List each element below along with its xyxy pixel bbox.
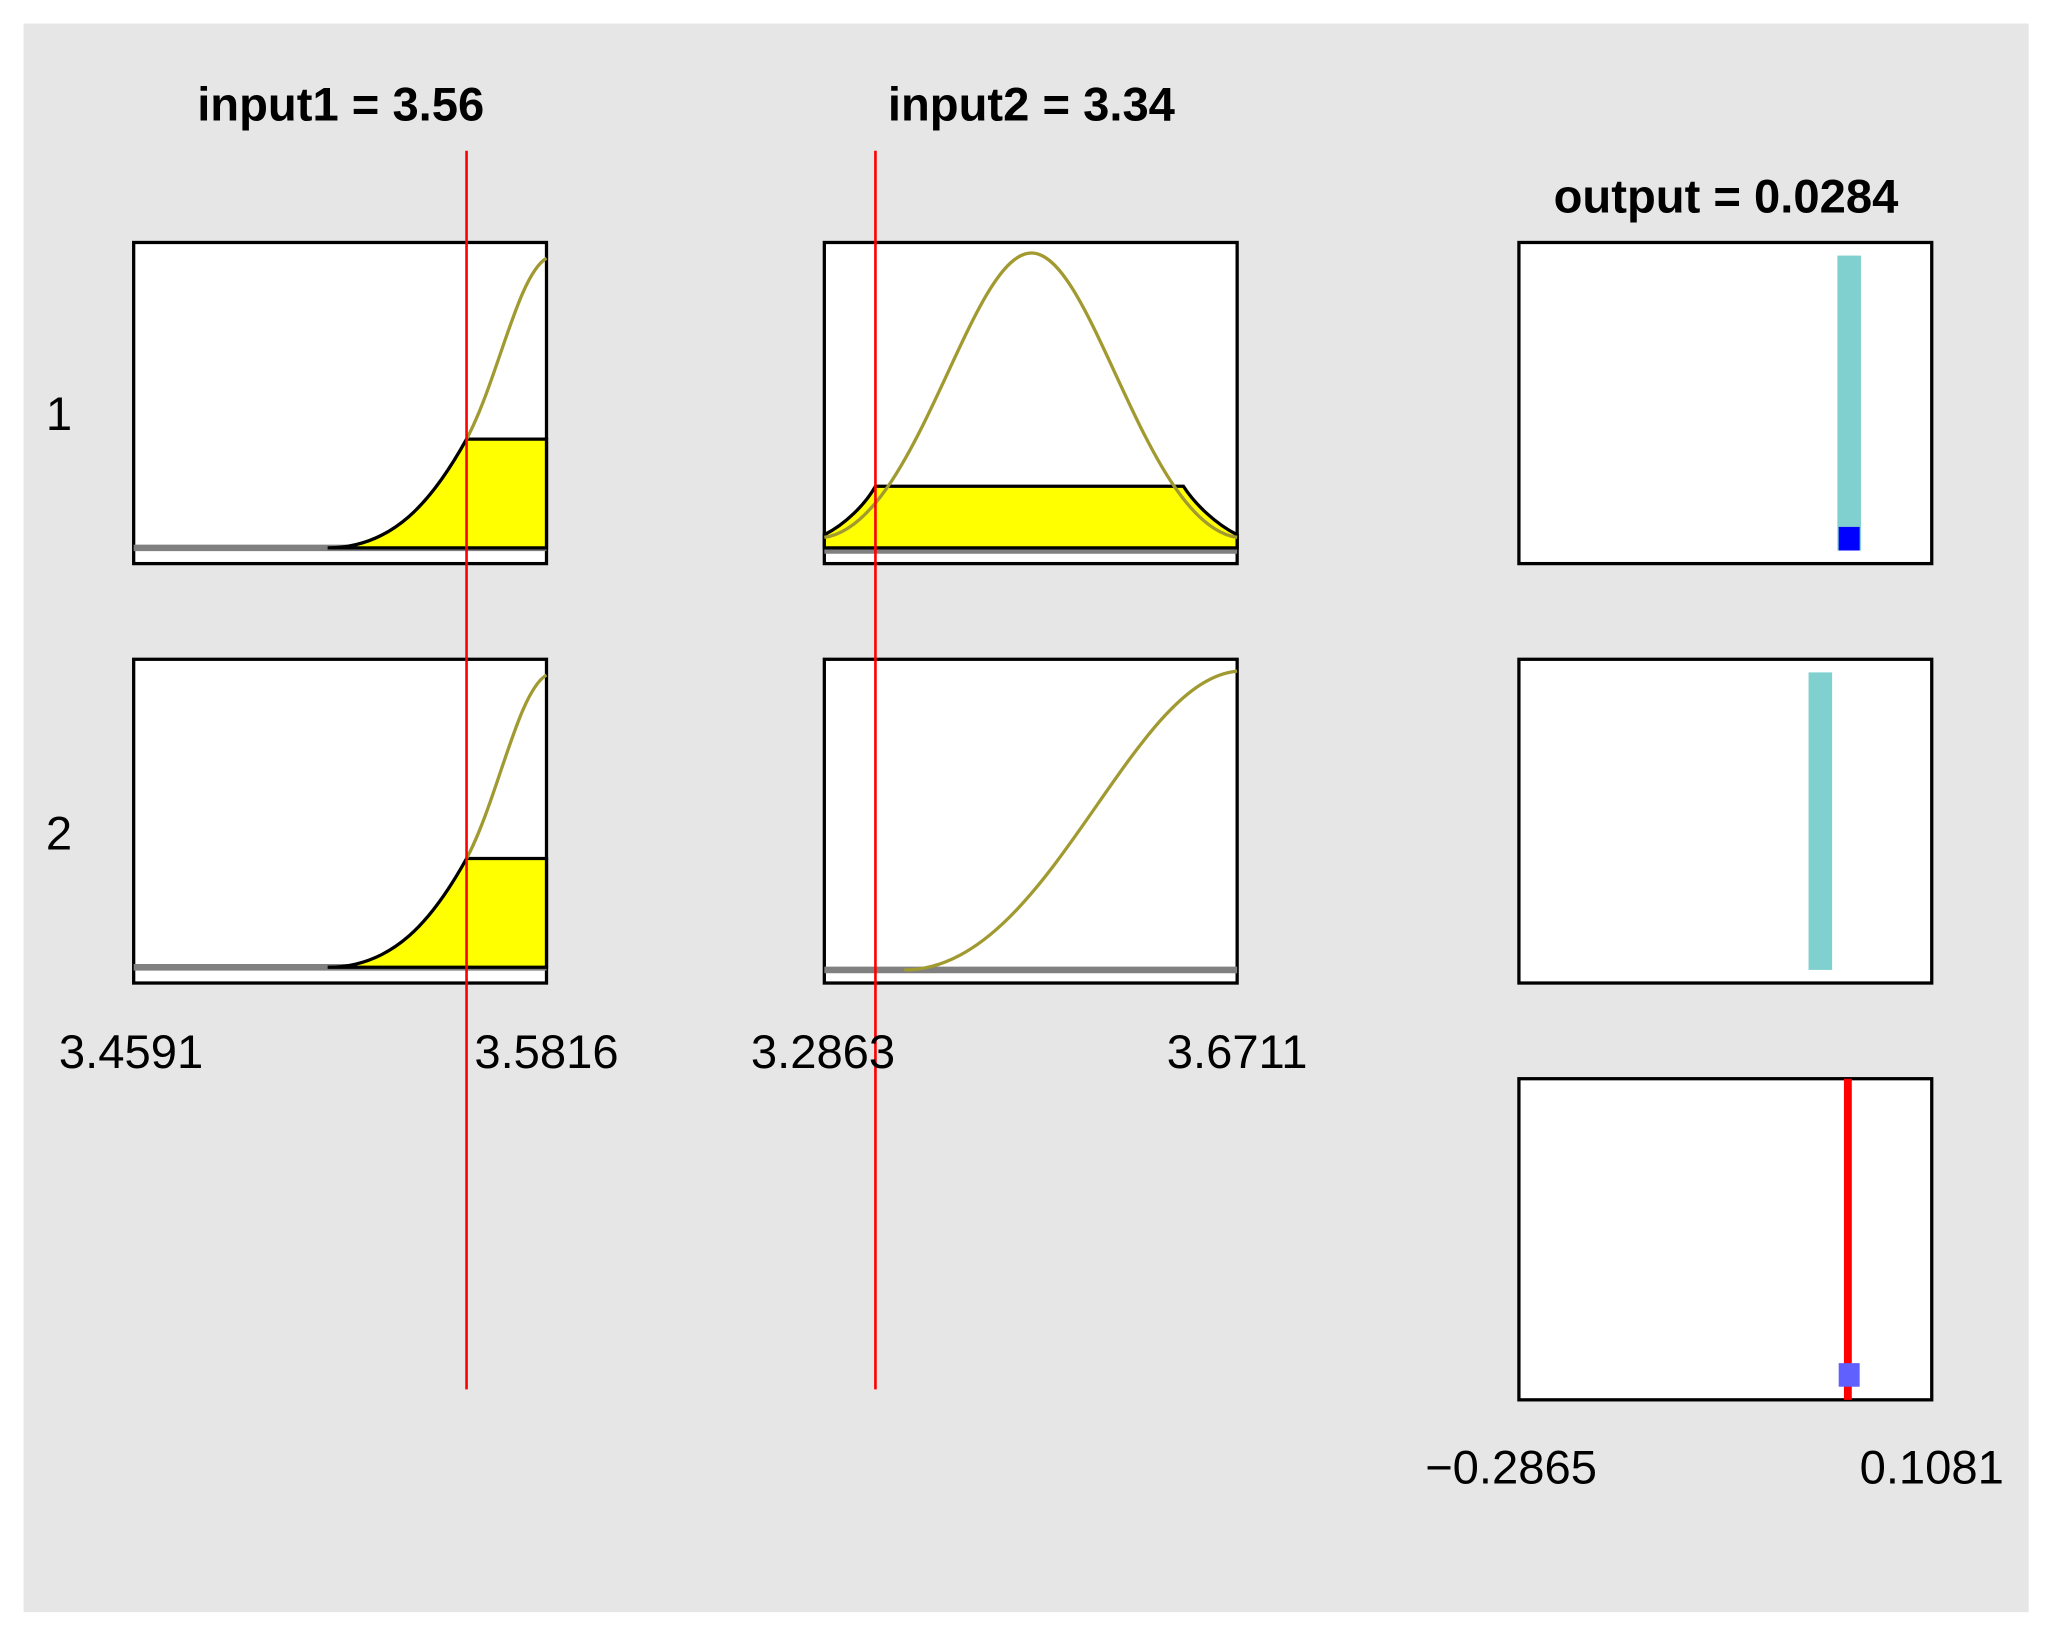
input1-title: input1 = 3.56 — [197, 78, 484, 131]
output-plot — [1517, 240, 1934, 566]
mf-plot — [822, 657, 1239, 985]
rule-number: 1 — [46, 387, 72, 440]
input2-title: input2 = 3.34 — [888, 78, 1175, 131]
rule-number: 2 — [46, 806, 72, 859]
range-label: 0.1081 — [1860, 1441, 2004, 1494]
mf-plot — [132, 657, 549, 985]
output-title: output = 0.0284 — [1554, 169, 1899, 222]
range-label: −0.2865 — [1425, 1441, 1597, 1494]
range-label: 3.2863 — [751, 1025, 895, 1078]
aggregate-plot — [1517, 1077, 1934, 1402]
mf-plot — [132, 240, 549, 566]
range-label: 3.4591 — [59, 1025, 203, 1078]
output-plot — [1517, 657, 1934, 985]
range-label: 3.6711 — [1167, 1025, 1308, 1078]
range-label: 3.5816 — [474, 1025, 618, 1078]
mf-plot — [822, 240, 1239, 566]
